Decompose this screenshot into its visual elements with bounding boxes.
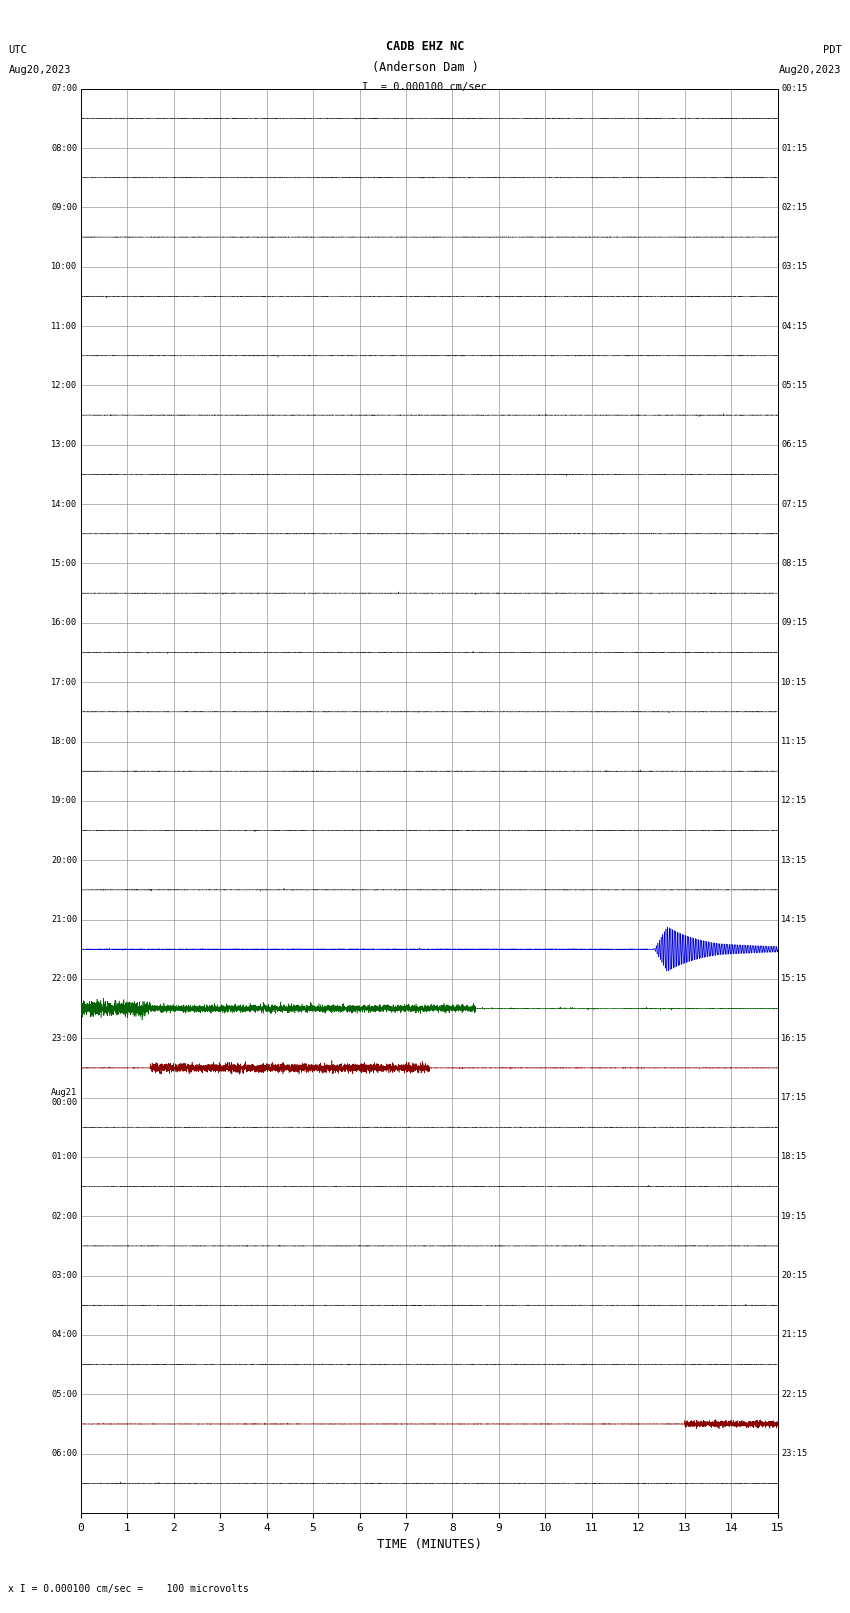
X-axis label: TIME (MINUTES): TIME (MINUTES) bbox=[377, 1539, 482, 1552]
Text: 05:15: 05:15 bbox=[781, 381, 807, 390]
Text: 02:00: 02:00 bbox=[51, 1211, 77, 1221]
Text: 20:15: 20:15 bbox=[781, 1271, 807, 1281]
Text: 01:00: 01:00 bbox=[51, 1152, 77, 1161]
Text: 18:15: 18:15 bbox=[781, 1152, 807, 1161]
Text: 21:15: 21:15 bbox=[781, 1331, 807, 1339]
Text: 19:15: 19:15 bbox=[781, 1211, 807, 1221]
Text: 10:00: 10:00 bbox=[51, 263, 77, 271]
Text: 03:00: 03:00 bbox=[51, 1271, 77, 1281]
Text: 02:15: 02:15 bbox=[781, 203, 807, 211]
Text: 12:15: 12:15 bbox=[781, 797, 807, 805]
Text: 18:00: 18:00 bbox=[51, 737, 77, 745]
Text: CADB EHZ NC: CADB EHZ NC bbox=[386, 40, 464, 53]
Text: 16:00: 16:00 bbox=[51, 618, 77, 627]
Text: 13:00: 13:00 bbox=[51, 440, 77, 450]
Text: 14:15: 14:15 bbox=[781, 915, 807, 924]
Text: 21:00: 21:00 bbox=[51, 915, 77, 924]
Text: 20:00: 20:00 bbox=[51, 857, 77, 865]
Text: (Anderson Dam ): (Anderson Dam ) bbox=[371, 61, 479, 74]
Text: 00:15: 00:15 bbox=[781, 84, 807, 94]
Text: 13:15: 13:15 bbox=[781, 857, 807, 865]
Text: 17:15: 17:15 bbox=[781, 1094, 807, 1102]
Text: 04:15: 04:15 bbox=[781, 321, 807, 331]
Text: x I = 0.000100 cm/sec =    100 microvolts: x I = 0.000100 cm/sec = 100 microvolts bbox=[8, 1584, 249, 1594]
Text: 22:15: 22:15 bbox=[781, 1390, 807, 1398]
Text: PDT: PDT bbox=[823, 45, 842, 55]
Text: 08:00: 08:00 bbox=[51, 144, 77, 153]
Text: 06:00: 06:00 bbox=[51, 1448, 77, 1458]
Text: 23:15: 23:15 bbox=[781, 1448, 807, 1458]
Text: 14:00: 14:00 bbox=[51, 500, 77, 508]
Text: 22:00: 22:00 bbox=[51, 974, 77, 984]
Text: 12:00: 12:00 bbox=[51, 381, 77, 390]
Text: 08:15: 08:15 bbox=[781, 560, 807, 568]
Text: 11:15: 11:15 bbox=[781, 737, 807, 745]
Text: 06:15: 06:15 bbox=[781, 440, 807, 450]
Text: 01:15: 01:15 bbox=[781, 144, 807, 153]
Text: 19:00: 19:00 bbox=[51, 797, 77, 805]
Text: 23:00: 23:00 bbox=[51, 1034, 77, 1042]
Text: UTC: UTC bbox=[8, 45, 27, 55]
Text: 05:00: 05:00 bbox=[51, 1390, 77, 1398]
Text: 10:15: 10:15 bbox=[781, 677, 807, 687]
Text: Aug20,2023: Aug20,2023 bbox=[8, 65, 71, 74]
Text: 03:15: 03:15 bbox=[781, 263, 807, 271]
Text: I  = 0.000100 cm/sec: I = 0.000100 cm/sec bbox=[362, 82, 488, 92]
Text: 17:00: 17:00 bbox=[51, 677, 77, 687]
Text: 07:00: 07:00 bbox=[51, 84, 77, 94]
Text: 04:00: 04:00 bbox=[51, 1331, 77, 1339]
Text: 15:00: 15:00 bbox=[51, 560, 77, 568]
Text: 15:15: 15:15 bbox=[781, 974, 807, 984]
Text: 16:15: 16:15 bbox=[781, 1034, 807, 1042]
Text: 07:15: 07:15 bbox=[781, 500, 807, 508]
Text: Aug21
00:00: Aug21 00:00 bbox=[51, 1087, 77, 1107]
Text: Aug20,2023: Aug20,2023 bbox=[779, 65, 842, 74]
Text: 09:15: 09:15 bbox=[781, 618, 807, 627]
Text: 11:00: 11:00 bbox=[51, 321, 77, 331]
Text: 09:00: 09:00 bbox=[51, 203, 77, 211]
